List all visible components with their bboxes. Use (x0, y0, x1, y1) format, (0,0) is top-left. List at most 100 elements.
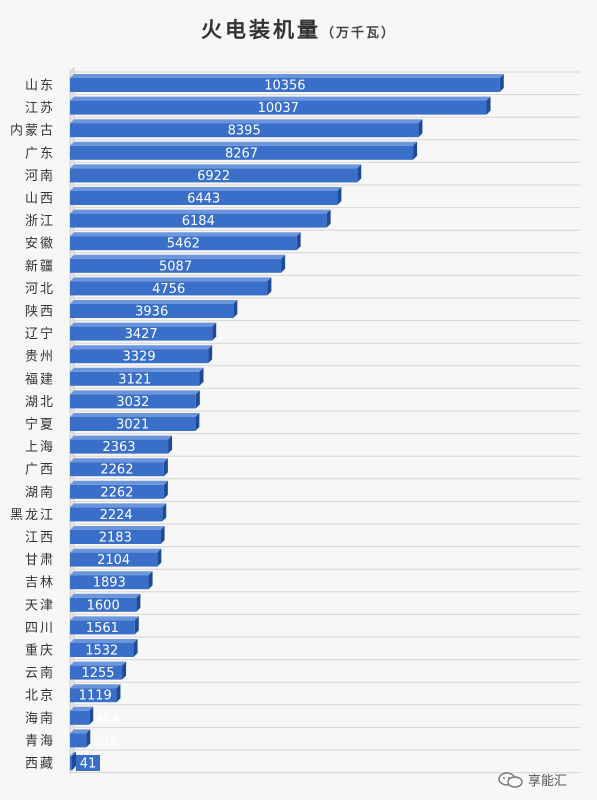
category-label: 安徽 (25, 237, 55, 252)
category-label: 陕西 (25, 305, 55, 320)
bar-side (486, 96, 491, 115)
bar-side (89, 706, 94, 725)
bar (70, 304, 234, 318)
data-label: 3936 (135, 305, 168, 320)
watermark: 享能汇 (498, 770, 567, 789)
bar-side (418, 119, 423, 138)
bar-side (326, 209, 331, 228)
bar-side (233, 300, 238, 318)
category-label: 山西 (25, 192, 55, 207)
bar-side (133, 639, 138, 657)
category-label: 西藏 (25, 757, 55, 772)
bar-top (70, 164, 362, 169)
bar-side (413, 141, 418, 160)
category-label: 河北 (25, 282, 55, 297)
category-label: 辽宁 (25, 326, 55, 342)
category-label: 四川 (25, 621, 55, 636)
bar (70, 191, 338, 205)
bar-top (70, 390, 200, 395)
bar-side (195, 413, 200, 431)
data-label: 2183 (99, 531, 132, 546)
data-label: 1119 (79, 689, 112, 704)
category-label: 广西 (25, 463, 55, 478)
bar (70, 643, 134, 657)
bar (70, 145, 414, 160)
bar-side (160, 526, 165, 544)
bar-top (70, 752, 76, 756)
bar-top (70, 616, 139, 621)
bar-side (86, 729, 91, 748)
category-label: 浙江 (25, 214, 55, 229)
bar (70, 326, 213, 341)
bar (70, 439, 169, 454)
bar-top (70, 571, 153, 576)
bar-side (163, 480, 168, 499)
watermark-text: 享能汇 (528, 774, 568, 789)
category-label: 北京 (25, 689, 55, 704)
bar-top (70, 706, 94, 711)
bar-side (357, 164, 362, 183)
bar (70, 507, 163, 522)
category-label: 黑龙江 (10, 508, 55, 523)
category-label: 广东 (25, 146, 55, 161)
data-label: 2104 (97, 553, 130, 568)
bar-side (281, 254, 286, 273)
data-label: 2363 (102, 440, 135, 455)
bar (70, 78, 500, 92)
bar (70, 281, 268, 296)
data-label: 6184 (182, 214, 215, 229)
bar-side (116, 684, 121, 703)
bar (70, 620, 135, 635)
bar (70, 597, 137, 612)
bar-side (163, 458, 168, 477)
bar (70, 417, 196, 431)
data-label: 1561 (86, 621, 119, 636)
bar-top (70, 209, 331, 214)
bar-side (337, 187, 342, 205)
bar-top (70, 661, 127, 666)
category-label: 江西 (25, 531, 55, 546)
bar-side (134, 616, 139, 635)
bar-side (212, 322, 217, 341)
bar (70, 168, 358, 183)
bar-top (70, 187, 342, 191)
category-label: 江苏 (25, 100, 55, 116)
bar-top (70, 684, 121, 689)
bar-top (70, 277, 272, 282)
bar-side (122, 661, 127, 680)
bar-top (70, 413, 200, 417)
bar (70, 484, 164, 499)
chart-title: 火电装机量（万千瓦） (0, 14, 597, 44)
data-label: 1893 (93, 576, 126, 591)
bar-side (136, 593, 141, 612)
category-label: 福建 (25, 372, 55, 387)
bar-side (199, 367, 204, 386)
category-label: 吉林 (25, 576, 55, 591)
data-label: 1532 (85, 644, 118, 659)
bar (70, 710, 90, 725)
bar (70, 462, 164, 477)
bar (70, 688, 117, 703)
bar-top (70, 458, 168, 463)
bar-top (70, 526, 165, 530)
data-label: 3021 (116, 418, 149, 433)
bar-top (70, 548, 162, 553)
bar-top (70, 300, 238, 304)
bar (70, 733, 87, 748)
chart-title-main: 火电装机量 (200, 18, 321, 42)
data-label: 5087 (159, 259, 192, 274)
bar-top (70, 232, 301, 237)
bar-side (195, 390, 200, 409)
bar-side (72, 752, 76, 770)
bar (70, 394, 196, 409)
bar-top (70, 119, 423, 124)
data-label: 2262 (100, 485, 133, 500)
data-label: 1255 (81, 666, 114, 681)
chart-title-unit: （万千瓦） (320, 26, 396, 41)
bar (70, 258, 282, 273)
data-label: 5462 (167, 237, 200, 252)
category-label: 湖南 (25, 484, 55, 500)
wechat-icon (498, 771, 523, 788)
category-label: 海南 (25, 710, 55, 726)
bar-top (70, 367, 204, 372)
